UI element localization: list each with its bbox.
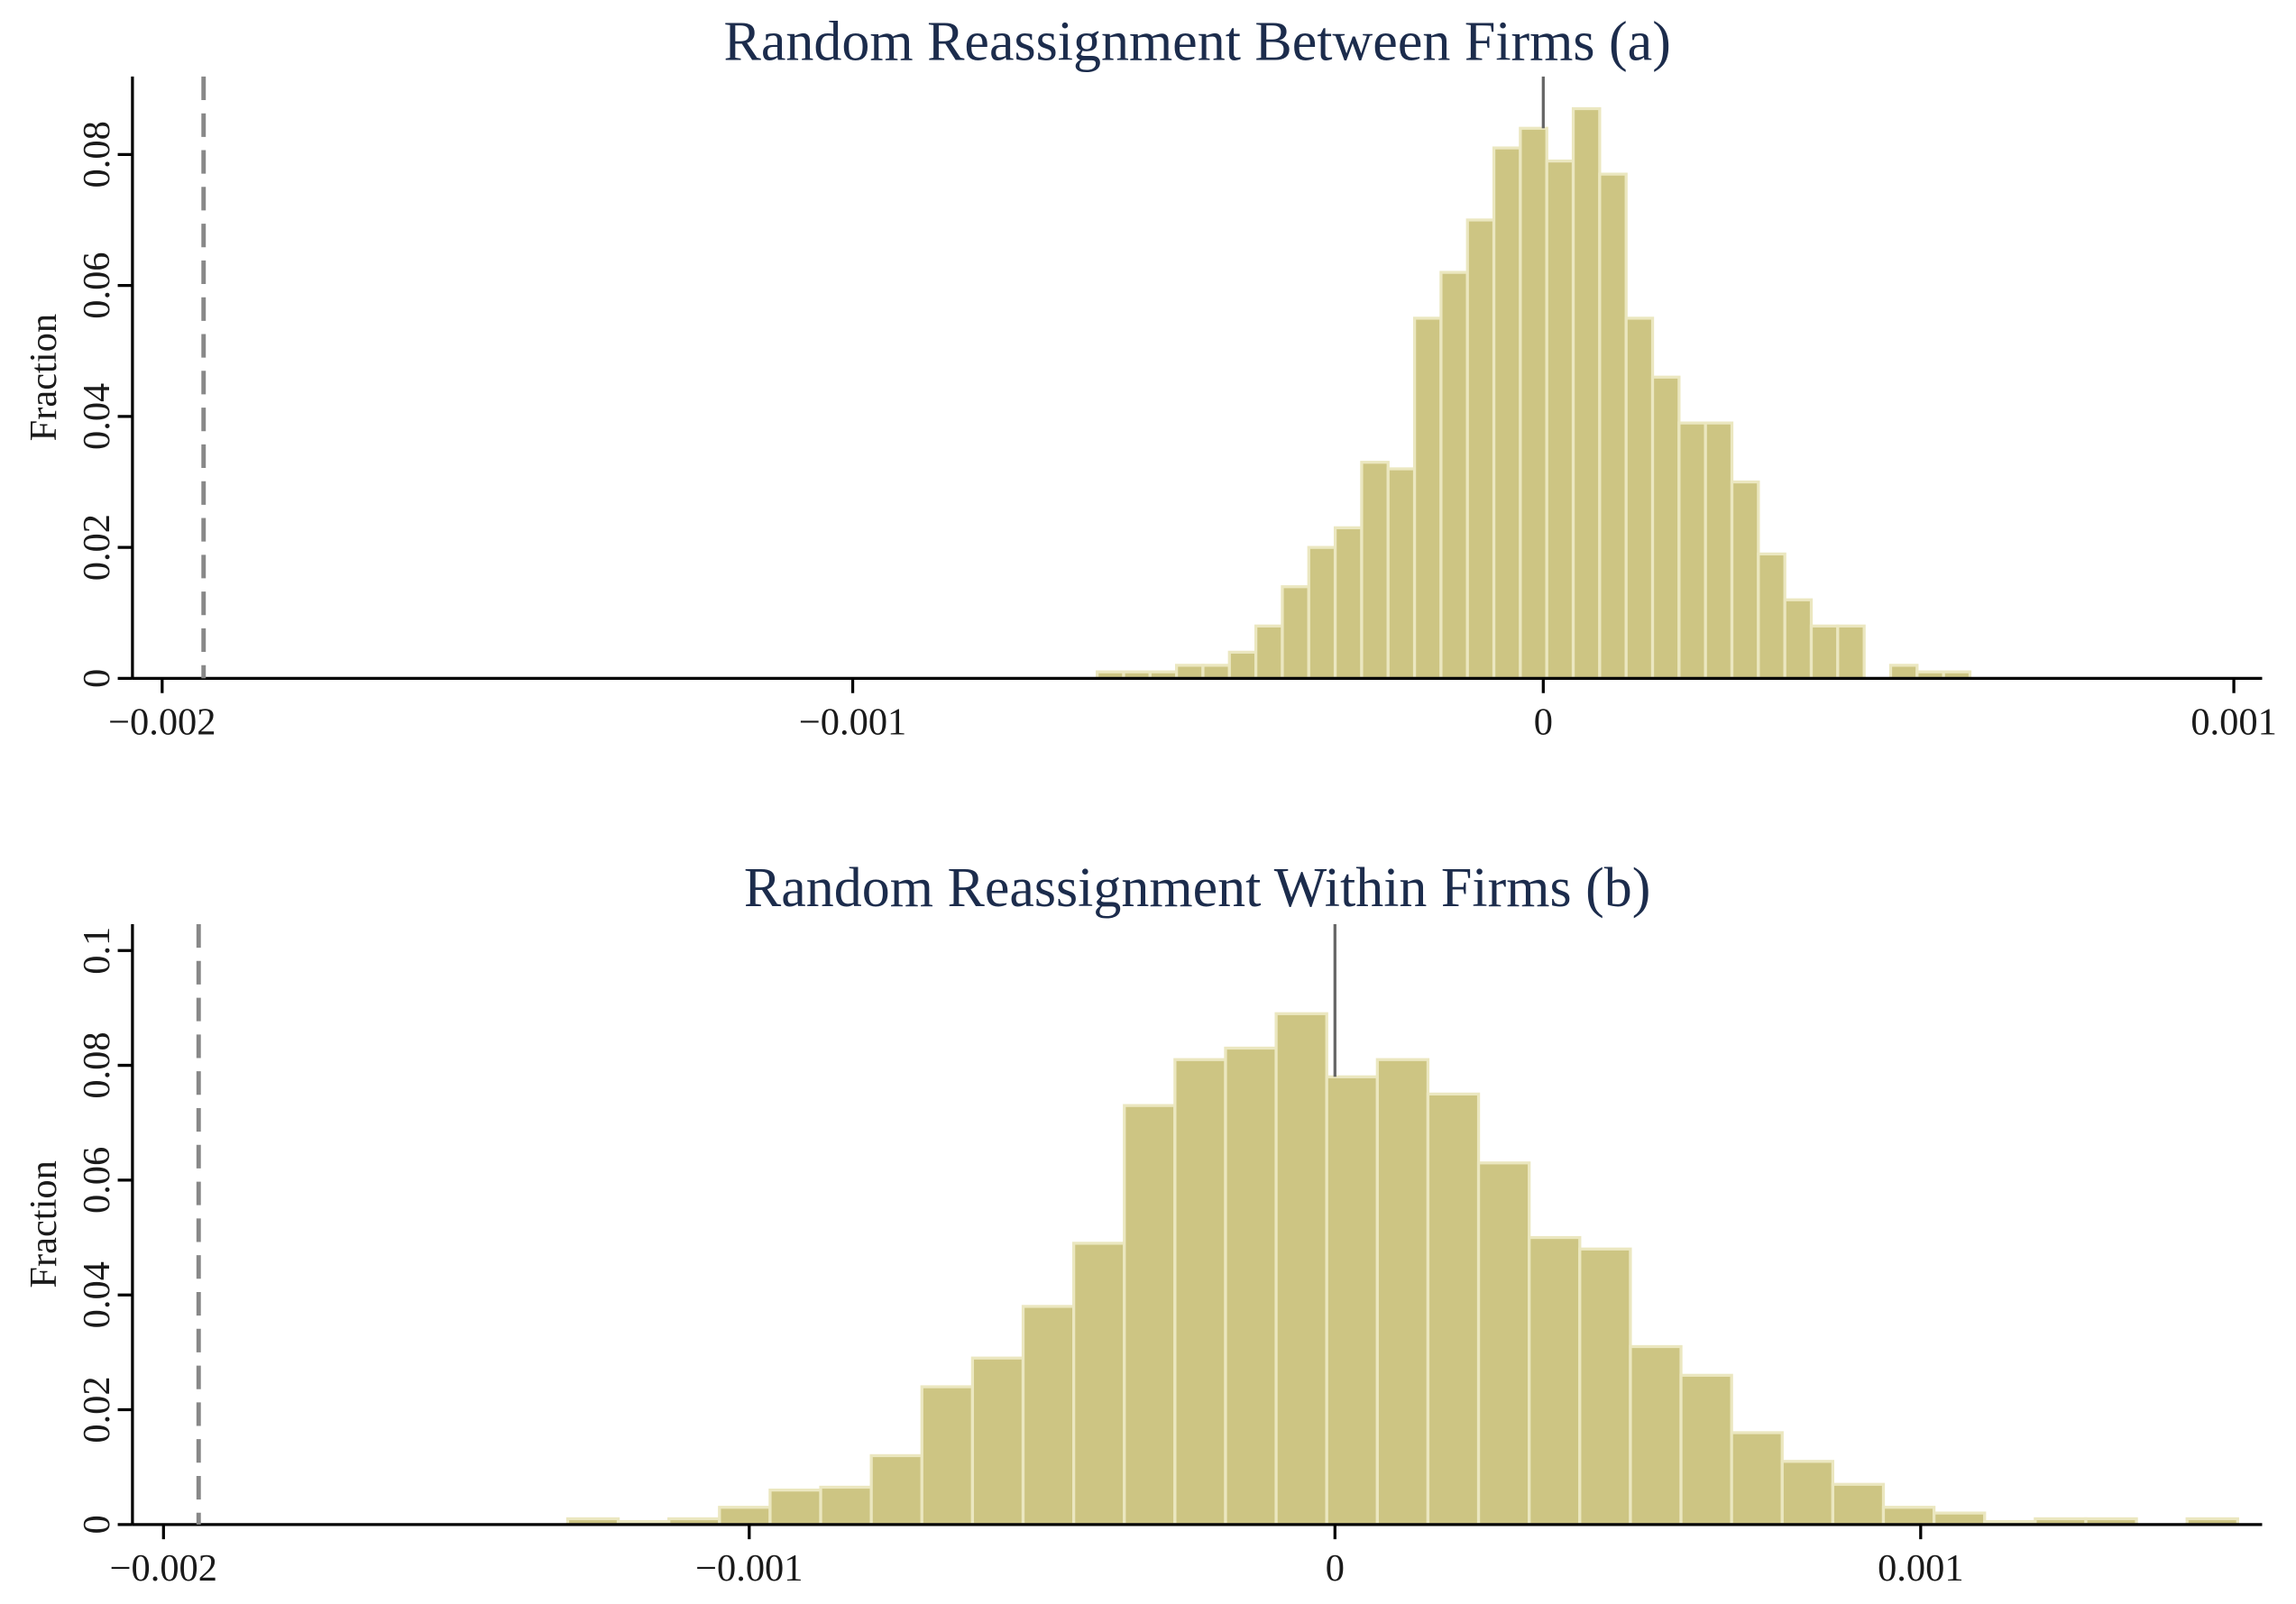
y-axis-label: Fraction — [23, 314, 65, 441]
bar — [1519, 126, 1548, 681]
bar — [970, 1356, 1025, 1526]
x-tick-label: 0 — [1326, 1547, 1345, 1590]
y-tick-label: 0 — [76, 669, 118, 688]
bar — [768, 1489, 822, 1526]
bar — [1932, 1511, 1987, 1526]
bar — [1730, 1431, 1784, 1526]
bar — [1254, 624, 1284, 681]
bar — [1677, 421, 1707, 681]
y-tick-label: 0.06 — [76, 1147, 118, 1214]
bar — [1650, 375, 1681, 681]
x-tick-label: −0.001 — [695, 1547, 803, 1590]
bar — [1545, 159, 1575, 681]
bar — [1888, 664, 1919, 681]
x-tick-label: −0.001 — [799, 701, 906, 743]
bar — [1465, 218, 1496, 681]
bar — [1274, 1012, 1328, 1526]
bar — [1173, 1058, 1227, 1526]
y-tick-label: 0 — [76, 1515, 118, 1534]
x-tick-label: 0.001 — [2190, 701, 2276, 743]
bar — [1571, 106, 1602, 681]
bar — [1224, 1046, 1278, 1526]
x-tick-label: 0.001 — [1878, 1547, 1963, 1590]
bar — [869, 1453, 923, 1526]
bar — [1783, 598, 1814, 681]
bar — [1492, 146, 1522, 681]
y-tick-label: 0.02 — [76, 514, 118, 581]
bar — [1281, 585, 1310, 681]
bar — [1831, 1482, 1886, 1526]
bar — [1174, 664, 1205, 681]
bar — [1809, 624, 1840, 681]
bar — [1325, 1075, 1379, 1526]
x-tick-label: −0.002 — [108, 701, 216, 743]
panel: Random Reassignment Between Firms (a) Fra… — [23, 11, 2277, 743]
y-tick-label: 0.04 — [76, 383, 118, 450]
bar — [1881, 1506, 1936, 1526]
bar — [819, 1485, 873, 1526]
bar — [1227, 650, 1258, 681]
y-tick-label: 0.1 — [76, 927, 118, 975]
panel: Random Reassignment Within Firms (b) Frac… — [23, 857, 2263, 1590]
y-tick-label: 0.08 — [76, 1031, 118, 1098]
bar — [1624, 316, 1655, 681]
x-tick-label: −0.002 — [110, 1547, 217, 1590]
bar — [1679, 1373, 1733, 1526]
bar — [1704, 421, 1734, 681]
y-axis-label: Fraction — [23, 1160, 65, 1288]
bar — [1375, 1058, 1430, 1526]
bar — [920, 1385, 975, 1526]
bar — [1123, 1104, 1177, 1526]
bar — [1333, 526, 1364, 681]
bar — [718, 1506, 772, 1526]
bar — [1629, 1344, 1683, 1526]
bar — [1426, 1092, 1481, 1526]
bar — [1476, 1161, 1531, 1526]
bar — [1730, 480, 1760, 681]
bar — [1757, 552, 1786, 681]
y-tick-label: 0.02 — [76, 1376, 118, 1443]
bar — [1598, 172, 1628, 681]
bar — [1528, 1235, 1582, 1526]
bar — [1386, 467, 1417, 681]
bar — [1201, 664, 1231, 681]
bar — [1071, 1242, 1126, 1526]
bar — [1439, 270, 1469, 681]
chart-title: Random Reassignment Between Firms (a) — [723, 11, 1670, 72]
bar — [1836, 624, 1866, 681]
bar — [1360, 461, 1390, 681]
y-tick-label: 0.06 — [76, 252, 118, 318]
y-tick-label: 0.08 — [76, 121, 118, 188]
x-tick-label: 0 — [1534, 701, 1553, 743]
chart-title: Random Reassignment Within Firms (b) — [744, 857, 1651, 919]
y-tick-label: 0.04 — [76, 1261, 118, 1328]
bar — [1780, 1460, 1835, 1526]
bar — [1578, 1247, 1632, 1526]
bar — [1021, 1305, 1076, 1526]
bar — [1307, 545, 1337, 681]
bar — [1412, 316, 1443, 681]
